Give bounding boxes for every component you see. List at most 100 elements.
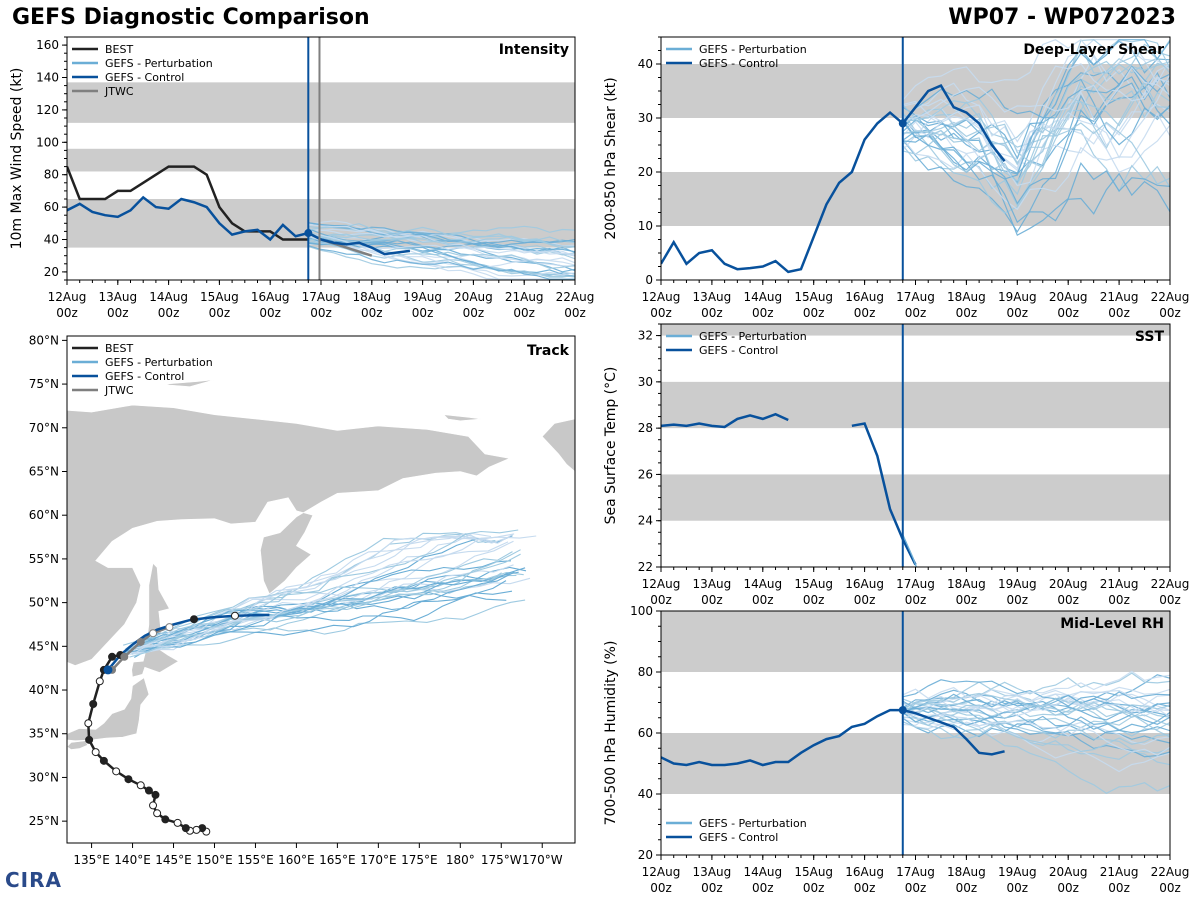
rh-xtick-label: 19Aug <box>998 865 1037 879</box>
track-lon-label: 175°W <box>481 853 522 867</box>
rh-current-marker <box>898 706 907 715</box>
rh-plot-area <box>661 670 1170 794</box>
land-sakhalin <box>146 562 170 639</box>
intensity-xtick-label-hour: 00z <box>564 306 586 320</box>
rh-control-line <box>661 708 1005 767</box>
intensity-ylabel: 10m Max Wind Speed (kt) <box>9 68 25 250</box>
sst-xtick-label: 20Aug <box>1049 577 1088 591</box>
track-lon-label: 150°E <box>196 853 233 867</box>
shear-xtick-label: 15Aug <box>794 290 833 304</box>
intensity-perturbation-line-25 <box>308 223 575 250</box>
page-title: GEFS Diagnostic Comparison <box>12 5 370 30</box>
shear-xtick-label: 18Aug <box>947 290 986 304</box>
intensity-xtick-label: 22Aug <box>556 290 595 304</box>
shear-perturbation-line-7 <box>902 127 1170 207</box>
rh-panel-title: Mid-Level RH <box>1060 616 1164 632</box>
track-best-point <box>181 824 190 833</box>
intensity-ytick-label: 160 <box>36 38 59 52</box>
rh-perturbation-line-21 <box>902 712 1170 734</box>
track-lon-label: 145°E <box>155 853 192 867</box>
sst-xtick-label-hour: 00z <box>1159 593 1181 607</box>
track-best-point <box>95 677 104 686</box>
track-lon-label: 160°E <box>278 853 315 867</box>
shear-legend-label: GEFS - Perturbation <box>699 43 807 56</box>
track-best-point <box>91 748 100 757</box>
rh-legend-label: GEFS - Perturbation <box>699 817 807 830</box>
sst-xtick-label: 22Aug <box>1151 577 1190 591</box>
rh-xtick-label-hour: 00z <box>803 881 825 895</box>
track-perturbation-line-9 <box>133 566 527 650</box>
track-best-point <box>190 615 198 624</box>
sst-xtick-label-hour: 00z <box>1108 593 1130 607</box>
track-lon-label: 135°E <box>73 853 110 867</box>
shear-panel-title: Deep-Layer Shear <box>1023 42 1164 58</box>
shear-xtick-label: 13Aug <box>693 290 732 304</box>
land-hokkaido <box>131 641 179 678</box>
shear-xtick-label-hour: 00z <box>1108 306 1130 320</box>
sst-band-1 <box>661 381 1170 429</box>
rh-xtick-label-hour: 00z <box>905 881 927 895</box>
shear-xtick-label-hour: 00z <box>701 306 723 320</box>
intensity-plot-area <box>67 165 575 280</box>
intensity-panel: 20 40 60 80 100 120 140 160 12Aug 00z 13Aug 00z 14Au… <box>9 36 595 320</box>
track-perturbation-line-26 <box>131 535 510 656</box>
rh-xtick-label-hour: 00z <box>956 881 978 895</box>
sst-frame <box>660 323 1171 568</box>
shear-perturbation-line-17 <box>902 38 1170 101</box>
shear-perturbation-line-22 <box>902 81 1170 166</box>
shear-legend-label: GEFS - Control <box>699 57 778 70</box>
track-lon-label: 170°E <box>360 853 397 867</box>
sst-xtick-label: 13Aug <box>693 577 732 591</box>
track-perturbation-line-23 <box>134 533 515 651</box>
track-frame <box>66 335 576 844</box>
track-control-line <box>107 613 270 671</box>
shear-perturbation-line-26 <box>902 73 1170 170</box>
track-perturbation-line-28 <box>132 529 519 648</box>
rh-perturbation-line-2 <box>902 689 1170 715</box>
shear-control-line <box>661 84 1006 274</box>
intensity-current-marker <box>304 229 313 238</box>
sst-band-0 <box>661 474 1170 521</box>
track-lon-label: 180° <box>446 853 475 867</box>
land-novosibirsk <box>165 379 215 388</box>
rh-xtick-label-hour: 00z <box>752 881 774 895</box>
sst-xtick-label: 21Aug <box>1100 577 1139 591</box>
sst-ytick-label: 26 <box>638 467 653 481</box>
rh-perturbation-line-27 <box>902 679 1170 707</box>
shear-perturbation-line-10 <box>902 57 1170 214</box>
shear-perturbation-line-21 <box>902 39 1170 180</box>
shear-xtick-label: 16Aug <box>845 290 884 304</box>
sst-xtick-label-hour: 00z <box>1057 593 1079 607</box>
intensity-xtick-label-hour: 00z <box>361 306 383 320</box>
shear-perturbation-line-24 <box>902 65 1170 123</box>
intensity-ytick-label: 40 <box>44 233 59 247</box>
shear-perturbation-line-20 <box>902 112 1170 211</box>
sst-xtick-label: 15Aug <box>794 577 833 591</box>
track-lon-label: 140°E <box>114 853 151 867</box>
track-lon-label: 165°E <box>319 853 356 867</box>
intensity-ytick-label: 60 <box>44 200 59 214</box>
shear-current-marker <box>898 119 907 128</box>
shear-xtick-label: 17Aug <box>896 290 935 304</box>
track-legend-label: JTWC <box>104 384 134 397</box>
track-best-point <box>144 786 153 795</box>
intensity-panel-title: Intensity <box>499 42 569 58</box>
track-jtwc-point <box>136 637 145 646</box>
intensity-xtick-label-hour: 00z <box>310 306 332 320</box>
track-best-point <box>84 719 93 728</box>
track-lat-label: 45°N <box>29 639 59 653</box>
rh-perturbation-line-28 <box>902 697 1170 720</box>
rh-xtick-label-hour: 00z <box>701 881 723 895</box>
shear-perturbation-line-27 <box>902 120 1170 224</box>
rh-ylabel: 700-500 hPa Humidity (%) <box>603 641 619 826</box>
track-lat-label: 50°N <box>29 596 59 610</box>
rh-xtick-label-hour: 00z <box>854 881 876 895</box>
shear-xtick-label: 12Aug <box>642 290 681 304</box>
shear-xtick-label: 21Aug <box>1100 290 1139 304</box>
intensity-xtick-label: 21Aug <box>505 290 544 304</box>
rh-xtick-label-hour: 00z <box>1159 881 1181 895</box>
rh-ytick-label: 40 <box>638 787 653 801</box>
rh-xtick-label: 14Aug <box>743 865 782 879</box>
track-lat-label: 55°N <box>29 552 59 566</box>
